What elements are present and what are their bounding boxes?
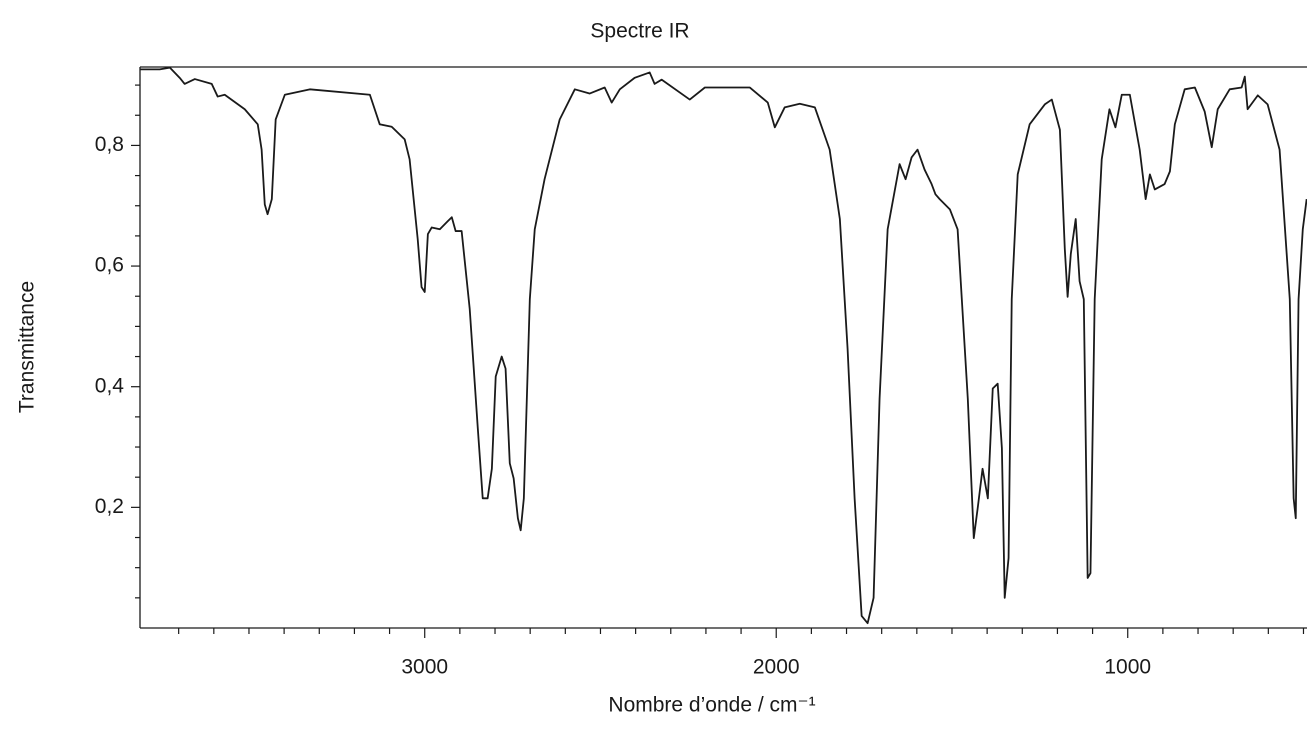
spectrum-line [139, 66, 1307, 625]
y-tick-label: 0,2 [95, 495, 124, 518]
y-tick-label: 0,6 [95, 254, 124, 277]
x-tick-label: 3000 [401, 656, 448, 679]
y-tick-label: 0,8 [95, 133, 124, 156]
x-tick-label: 2000 [753, 656, 800, 679]
y-axis-label: Transmittance [16, 281, 39, 413]
x-tick-label: 1000 [1104, 656, 1151, 679]
chart-title: Spectre IR [590, 20, 689, 43]
y-tick-label: 0,4 [95, 374, 125, 397]
x-axis-label: Nombre d’onde / cm⁻¹ [608, 694, 815, 717]
